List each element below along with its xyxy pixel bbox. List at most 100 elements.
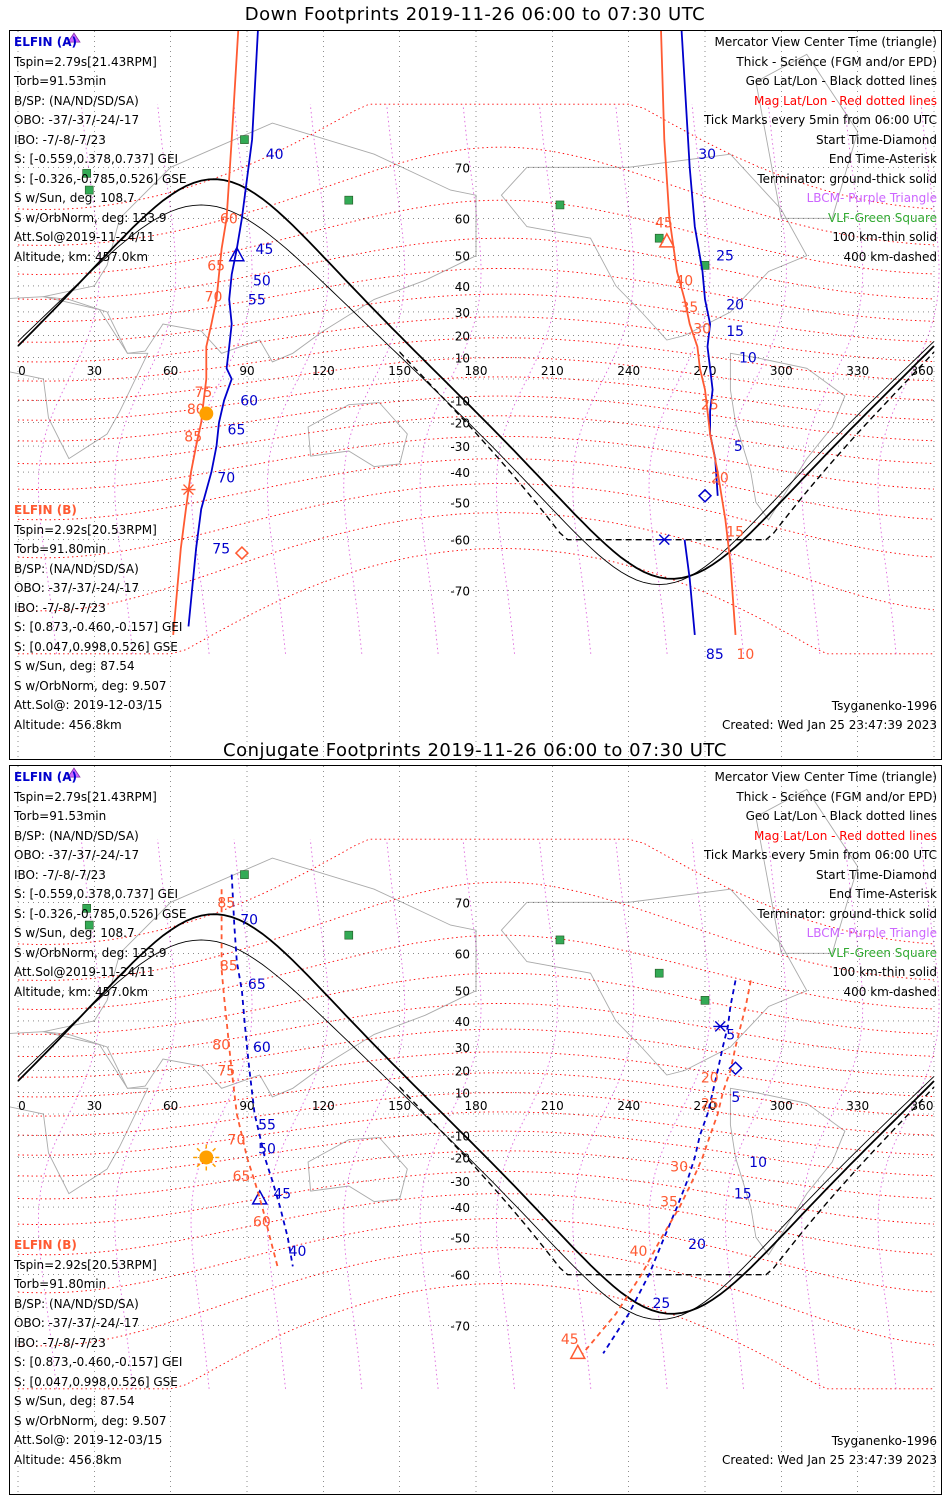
sun-ray [196,1147,201,1152]
lat-tick-label: 20 [455,330,470,344]
elfin-b-track-2-time-label: 20 [701,1070,719,1086]
lat-tick-label: -40 [450,1201,470,1215]
mag-lat-line [17,293,935,343]
elfin-b-track-time-label: 70 [205,290,223,306]
coastline-0 [43,857,477,1098]
elfin-a-info: Tspin=2.79s[21.43RPM] Torb=91.53min B/SP: … [14,54,187,264]
mag-lat-line [17,395,935,442]
legend: Mercator View Center Time (triangle) Thic… [703,35,937,264]
elfin-b-track-time-label: 80 [212,1038,230,1054]
vlf-station-square [84,185,94,195]
mag-lat-line [17,881,935,981]
elfin-b-track-time-label: 85 [184,429,202,445]
elfin-a-track-time-label: 50 [258,1142,276,1158]
elfin-a-info: Tspin=2.79s[21.43RPM] Torb=91.53min B/SP: … [14,789,187,999]
lon-tick-label: 120 [312,1099,335,1113]
elfin-a-label: ELFIN (A) [14,35,77,49]
elfin-a-track-time-label: 70 [240,913,258,929]
lat-tick-label: -20 [450,1151,470,1165]
mag-lat-line [17,415,935,465]
elfin-b-track-2-time-label: 40 [630,1244,648,1260]
elfin-a-track-time-label: 55 [248,292,266,308]
model-label: Tsyganenko-1996 [831,699,937,713]
lon-tick-label: 30 [87,364,102,378]
legend: Mercator View Center Time (triangle) Thic… [703,770,937,999]
start-time-diamond-icon [728,1061,743,1076]
start-time-diamond-icon [234,546,249,561]
center-time-triangle-icon [569,1343,587,1360]
elfin-a-track [230,874,294,1267]
vlf-station-square [654,233,664,243]
lon-tick-label: 180 [465,364,488,378]
vlf-station-square [82,904,91,913]
vlf-station-square [82,169,91,178]
mag-lat-line [17,1130,935,1177]
elfin-a-track-2-time-label: 25 [652,1296,670,1312]
mag-lon-line [343,839,406,1389]
elfin-b-info: Tspin=2.92s[20.53RPM] Torb=91.80min B/SP: … [14,522,183,732]
elfin-a-track-2-time-label: 5 [731,1090,740,1106]
elfin-b-track-time-label: 60 [253,1215,271,1231]
vlf-station-square [344,930,354,940]
created-timestamp: Created: Wed Jan 25 23:47:39 2023 [722,718,937,732]
elfin-b-track-time-label: 85 [217,895,235,911]
elfin-a-track-time-label: 65 [248,977,266,993]
lat-tick-label: 30 [455,306,470,320]
elfin-b-track-time-label: 75 [194,385,212,401]
elfin-b-track-2-time-label: 35 [680,300,698,316]
coastline-1 [10,1031,149,1195]
vlf-station-square [344,195,354,205]
elfin-b-track-2 [582,980,752,1354]
lat-tick-label: -50 [450,1231,470,1245]
mag-lat-line [17,1003,935,1058]
mag-lat-line [17,1092,935,1136]
mag-lat-line [17,1028,935,1078]
vlf-station-square [700,996,710,1005]
lon-tick-label: 120 [312,364,335,378]
lbcm-purple-triangle-icon [67,767,81,778]
lon-tick-label: 210 [541,364,564,378]
end-time-asterisk-icon [181,484,196,496]
elfin-a-track-time-label: 40 [266,147,284,163]
mag-lat-line [17,357,935,401]
elfin-a-track-2-time-label: 20 [688,1237,706,1253]
mag-lat-line [17,512,935,612]
vlf-station-square [240,870,249,879]
vlf-station-square [555,935,565,945]
elfin-a-track-2-time-label: 5 [734,439,743,455]
lat-tick-label: 70 [455,161,470,175]
elfin-b-track-2-time-label: 10 [736,647,754,663]
lon-tick-label: 270 [694,364,717,378]
vlf-station-square [555,200,565,210]
mag-lon-line [419,839,482,1389]
elfin-a-track-time-label: 70 [217,471,235,487]
lat-tick-label: -10 [450,1129,470,1143]
elfin-a-track-time-label: 75 [212,541,230,557]
end-time-asterisk-icon [657,534,672,546]
coastline-4 [729,1087,846,1256]
coastline-3 [500,888,808,1076]
sun-ray [212,1163,217,1168]
terminator-400km [399,1086,935,1276]
coastline-3 [500,153,808,341]
lon-tick-label: 270 [694,1099,717,1113]
lon-tick-label: 360 [911,1099,934,1113]
mag-lat-line [17,199,935,275]
vlf-station-square [654,968,664,978]
lat-tick-label: 10 [455,352,470,366]
lon-tick-label: 330 [846,1099,869,1113]
lat-tick-label: 10 [455,1087,470,1101]
lon-tick-label: 210 [541,1099,564,1113]
lat-tick-label: 30 [455,1041,470,1055]
elfin-a-track-3-time-label: 85 [706,647,724,663]
model-label: Tsyganenko-1996 [831,1434,937,1448]
elfin-b-track-2-time-label: 25 [701,1096,719,1112]
elfin-a-track-2-time-label: 15 [726,324,744,340]
lon-tick-label: 240 [617,364,640,378]
elfin-b-track-2-time-label: 25 [701,398,719,414]
terminator-100km [17,939,935,1321]
elfin-b-track-2-time-label: 45 [655,216,673,232]
elfin-b-track-time-label: 60 [220,211,238,227]
lat-tick-label: -70 [450,1320,470,1334]
elfin-b-track-2-time-label: 45 [561,1332,579,1348]
